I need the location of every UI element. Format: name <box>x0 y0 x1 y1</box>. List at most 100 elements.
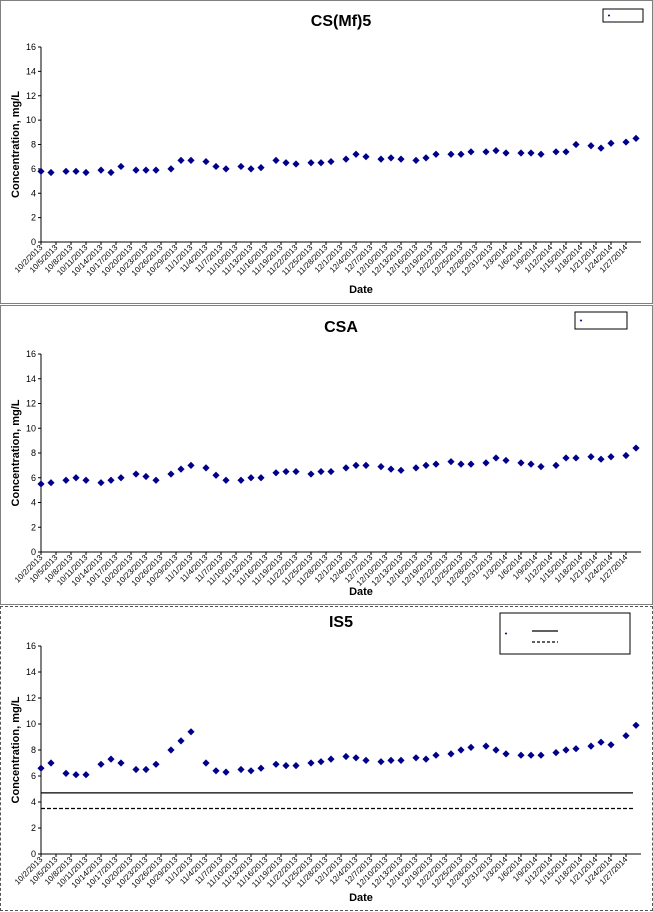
data-point <box>272 469 280 477</box>
data-point <box>517 459 525 467</box>
data-point <box>187 156 195 164</box>
legend-marker <box>504 632 508 635</box>
chart-svg-1: CS(Mf)5024681012141610/2/201310/5/201310… <box>10 8 644 296</box>
data-point <box>327 157 335 166</box>
data-point <box>537 751 545 759</box>
y-tick-label: 0 <box>31 547 36 557</box>
data-point <box>517 149 525 157</box>
data-point <box>282 159 290 167</box>
data-point <box>587 742 595 750</box>
data-point <box>237 162 245 171</box>
data-point <box>587 453 595 461</box>
data-point <box>317 159 325 167</box>
y-tick-label: 12 <box>26 399 36 409</box>
data-point <box>307 470 315 478</box>
chart-title: CSA <box>324 319 358 336</box>
data-point <box>387 465 395 473</box>
data-point <box>47 759 55 767</box>
data-point <box>202 464 210 472</box>
data-point <box>457 150 465 158</box>
data-point <box>597 738 605 746</box>
y-tick-label: 6 <box>31 771 36 781</box>
data-point <box>502 750 510 758</box>
data-point <box>517 751 525 759</box>
y-tick-label: 0 <box>31 849 36 859</box>
data-point <box>377 463 385 471</box>
data-point <box>167 165 175 173</box>
data-point <box>447 150 455 158</box>
chart-svg-2: CSA024681012141610/2/201310/5/201310/8/2… <box>10 311 641 598</box>
y-tick-label: 6 <box>31 473 36 483</box>
data-point <box>257 764 265 772</box>
data-point <box>187 461 195 469</box>
data-point <box>107 476 115 484</box>
data-point <box>107 755 115 763</box>
y-tick-label: 14 <box>26 667 36 677</box>
y-tick-label: 8 <box>31 140 36 150</box>
y-tick-label: 14 <box>26 66 36 76</box>
data-point <box>62 476 70 484</box>
data-point <box>572 454 580 462</box>
legend-marker <box>607 14 611 17</box>
data-point <box>632 444 640 452</box>
data-point <box>467 148 475 156</box>
data-point <box>502 149 510 157</box>
data-point <box>632 134 640 143</box>
data-point <box>177 737 185 745</box>
data-point <box>257 474 265 482</box>
y-tick-label: 10 <box>26 719 36 729</box>
data-point <box>72 474 80 482</box>
data-point <box>362 153 370 161</box>
data-point <box>387 154 395 162</box>
data-point <box>82 168 90 177</box>
data-point <box>432 150 440 158</box>
data-point <box>552 461 560 469</box>
data-point <box>632 721 640 729</box>
data-point <box>527 751 535 759</box>
data-point <box>142 166 150 174</box>
data-point <box>212 471 220 479</box>
y-axis-title: Concentration, mg/L <box>10 91 22 198</box>
data-point <box>607 453 615 461</box>
data-point <box>272 760 280 768</box>
y-tick-label: 14 <box>26 374 36 384</box>
data-point <box>342 155 350 163</box>
data-point <box>142 765 150 774</box>
data-point <box>152 476 160 484</box>
data-point <box>37 167 45 175</box>
x-axis-title: Date <box>349 284 373 296</box>
data-point <box>457 460 465 468</box>
data-point <box>537 463 545 471</box>
data-point <box>492 146 500 155</box>
data-point <box>257 164 265 172</box>
legend-box <box>602 8 644 23</box>
data-point <box>132 765 140 774</box>
data-point <box>587 142 595 150</box>
data-point <box>527 460 535 468</box>
y-tick-label: 16 <box>26 349 36 359</box>
data-point <box>142 472 150 481</box>
data-point <box>47 168 55 177</box>
data-point <box>467 743 475 751</box>
y-tick-label: 10 <box>26 115 36 125</box>
data-point <box>177 465 185 473</box>
data-point <box>282 467 290 476</box>
data-point <box>317 467 325 476</box>
data-point <box>622 732 630 740</box>
data-point <box>622 138 630 146</box>
x-axis-title: Date <box>349 586 373 598</box>
y-tick-label: 4 <box>31 498 36 508</box>
data-point <box>307 159 315 167</box>
data-point <box>82 476 90 484</box>
data-point <box>177 156 185 164</box>
data-point <box>447 750 455 758</box>
data-point <box>607 139 615 147</box>
data-point <box>552 749 560 757</box>
y-tick-label: 10 <box>26 423 36 433</box>
y-tick-label: 12 <box>26 91 36 101</box>
data-point <box>422 154 430 162</box>
data-point <box>377 758 385 766</box>
y-tick-label: 8 <box>31 745 36 755</box>
data-point <box>292 762 300 770</box>
data-point <box>467 460 475 468</box>
